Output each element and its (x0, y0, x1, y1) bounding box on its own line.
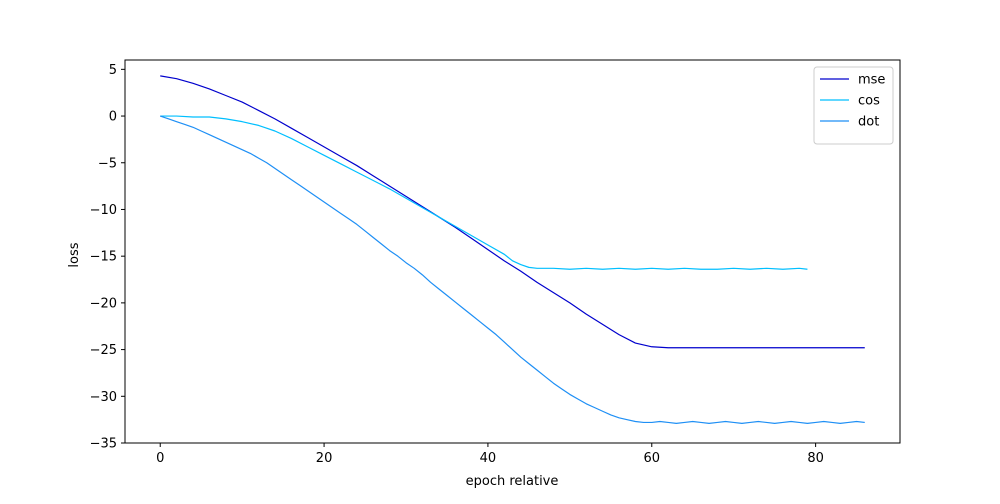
y-tick-label: −20 (90, 296, 117, 311)
x-tick-label: 0 (156, 451, 164, 466)
x-tick-label: 80 (807, 451, 824, 466)
plot-area (160, 75, 865, 424)
y-tick-label: −5 (98, 156, 117, 171)
y-tick-label: −35 (90, 437, 117, 452)
legend: mse cos dot (813, 66, 894, 145)
legend-label-cos: cos (858, 94, 880, 109)
axes-frame (124, 59, 901, 444)
y-tick-label: −15 (90, 250, 117, 265)
legend-label-dot: dot (858, 115, 879, 130)
y-tick-label: 5 (109, 63, 117, 78)
y-tick-label: 0 (109, 110, 117, 125)
series-line-dot (160, 115, 865, 424)
y-axis-label: loss (67, 242, 82, 267)
x-tick-label: 20 (316, 451, 333, 466)
series-line-mse (160, 75, 865, 349)
legend-box (813, 66, 894, 145)
legend-label-mse: mse (858, 73, 885, 88)
y-tick-label: −30 (90, 390, 117, 405)
y-tick-label: −10 (90, 203, 117, 218)
x-tick-label: 60 (643, 451, 660, 466)
x-axis-label: epoch relative (466, 474, 559, 489)
y-tick-label: −25 (90, 343, 117, 358)
x-tick-label: 40 (480, 451, 497, 466)
axes-group: 0 20 40 60 80 5 0 −5 −10 −15 −20 −25 −30 −35 (90, 59, 901, 466)
series-line-cos (160, 115, 808, 270)
